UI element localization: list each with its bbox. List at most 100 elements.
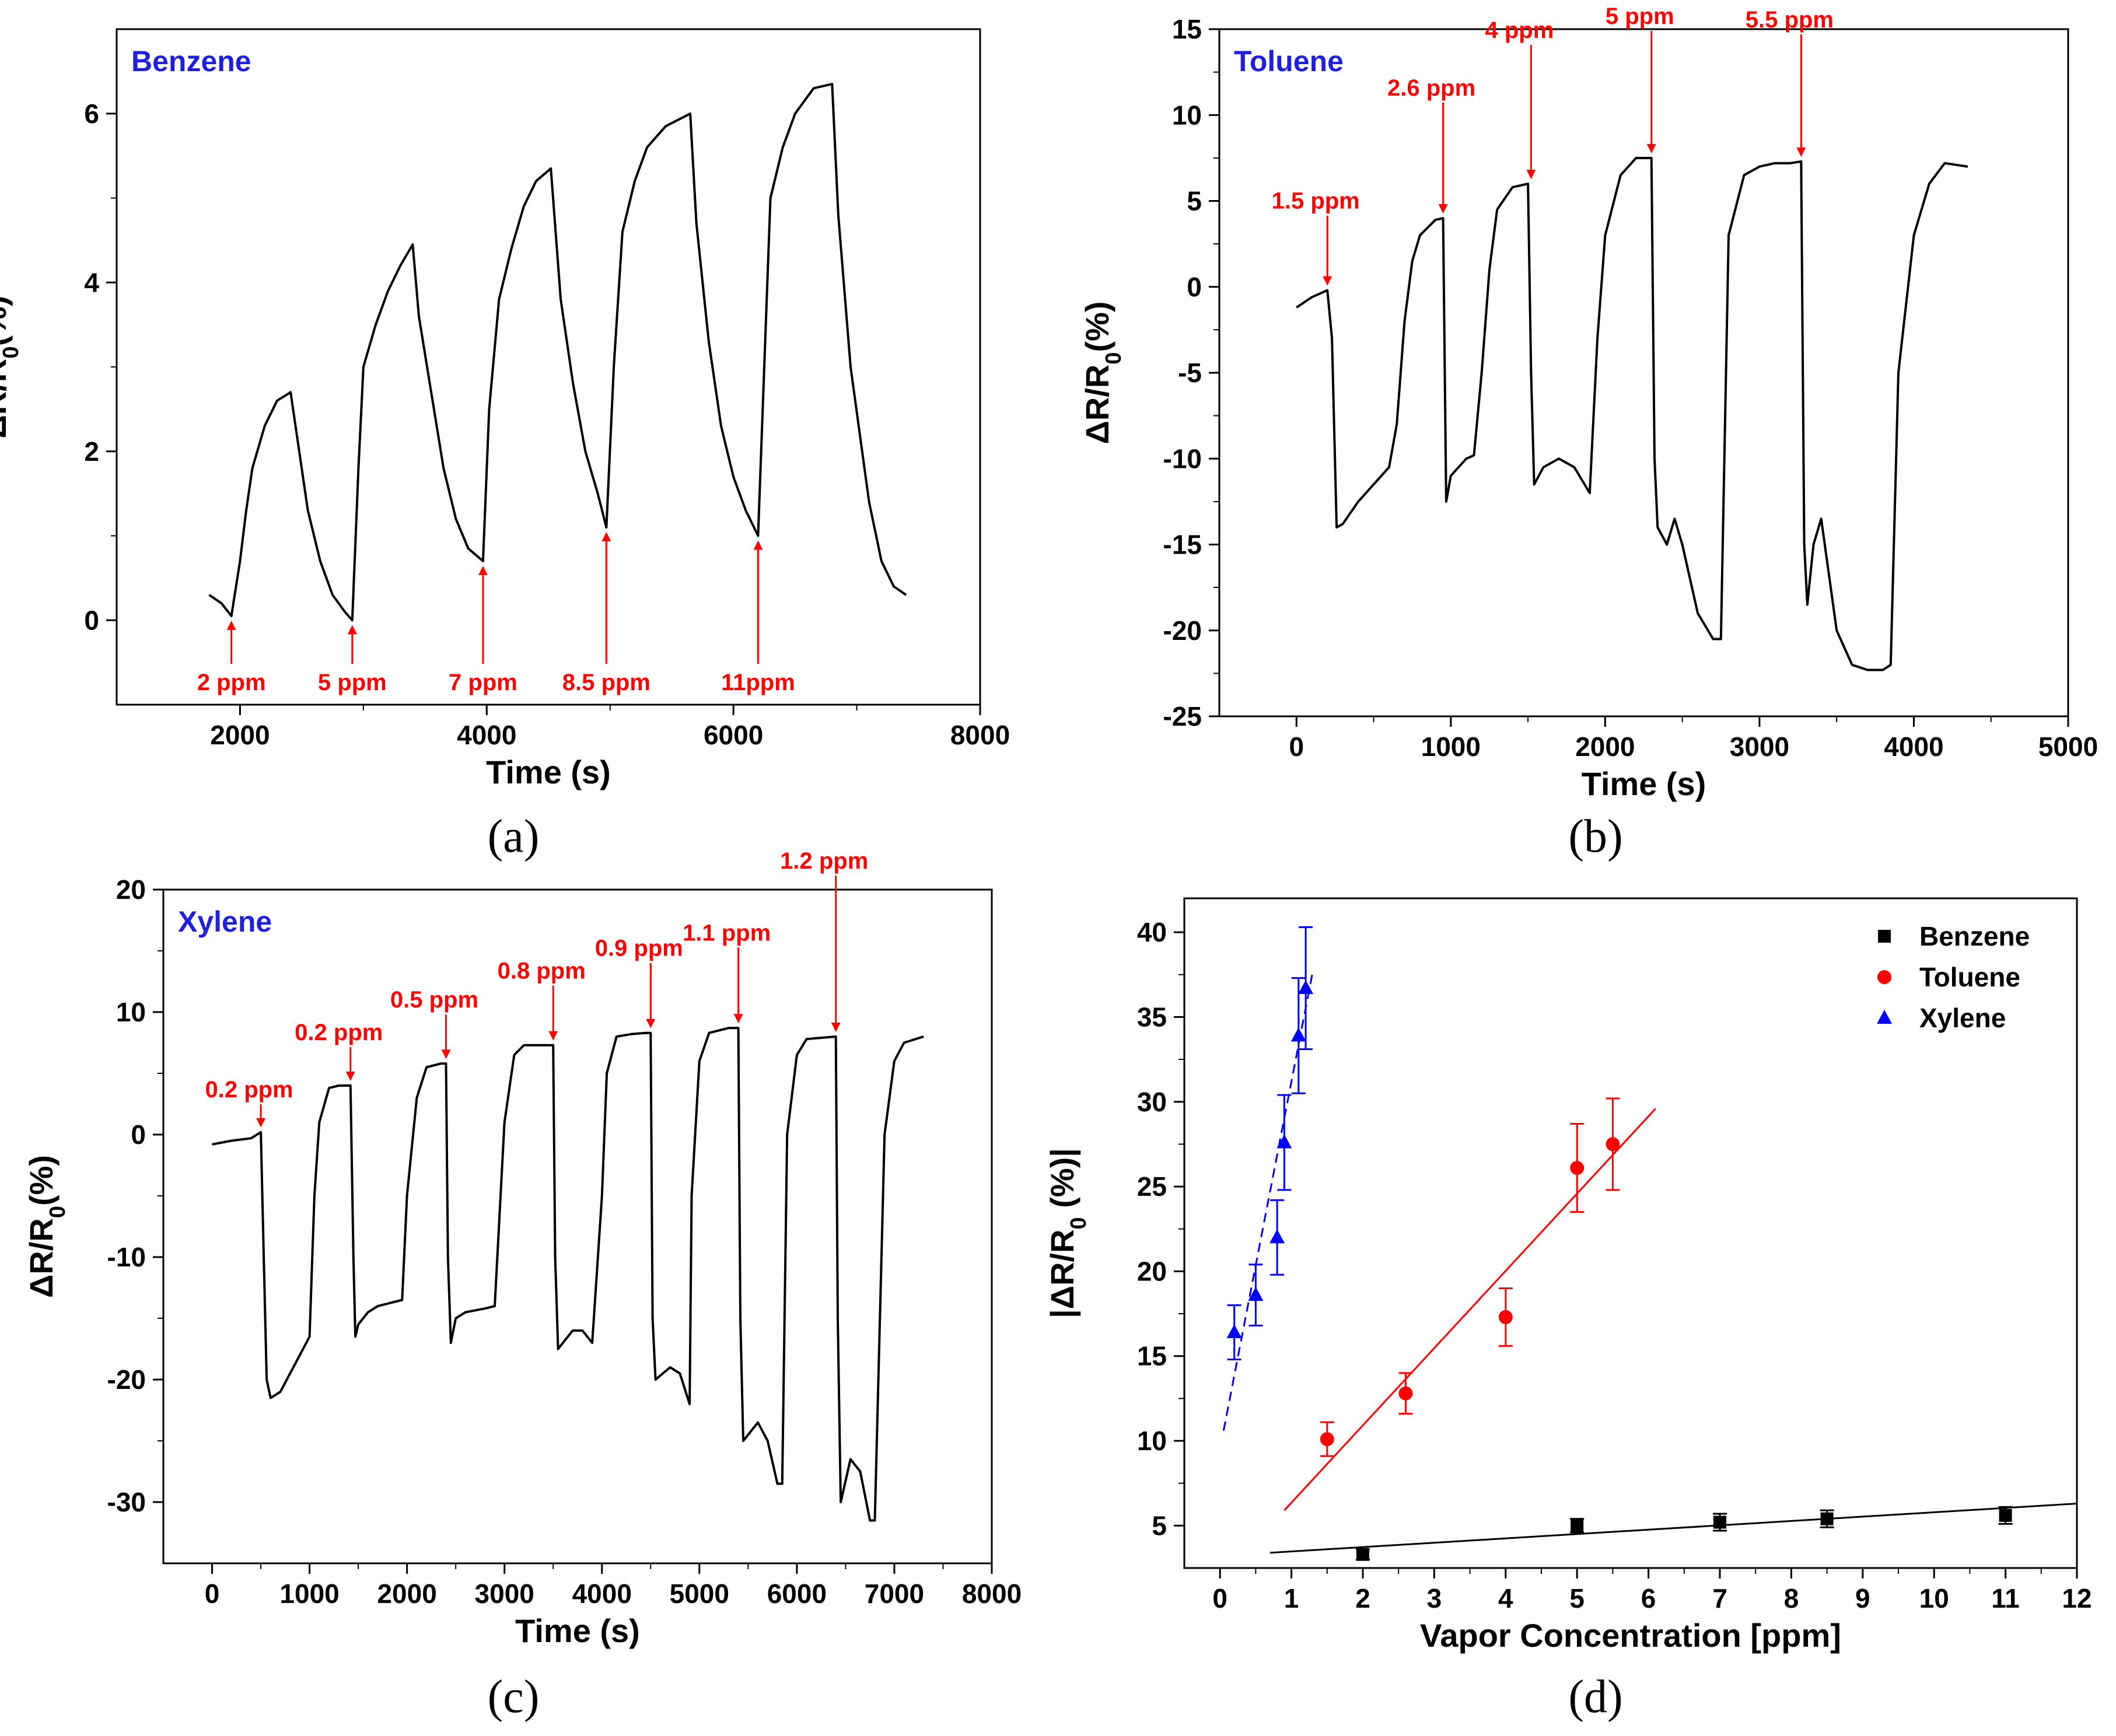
y-tick-label: 0	[84, 605, 99, 635]
annotation-arrow-head	[347, 625, 357, 635]
x-tick-label: 11	[1991, 1583, 2020, 1614]
y-axis-title-subscript: 0	[1066, 1217, 1091, 1229]
plot-frame	[162, 888, 993, 1564]
legend-label-xylene: Xylene	[1919, 1003, 2006, 1033]
data-point-circle	[1570, 1161, 1585, 1175]
annotation-label: 1.2 ppm	[780, 848, 868, 874]
data-point-circle	[1320, 1432, 1334, 1447]
legend-marker-circle	[1877, 970, 1891, 984]
annotation-label: 5.5 ppm	[1746, 7, 1834, 33]
y-tick-label: -10	[107, 1242, 146, 1272]
data-point-triangle	[1290, 1027, 1306, 1042]
chart-title: Toluene	[1234, 45, 1344, 78]
x-tick-label: 12	[2062, 1583, 2091, 1614]
y-axis-title: |ΔR/R0 (%)|	[1044, 1148, 1091, 1318]
y-tick-label: 10	[1172, 100, 1202, 130]
panel-c-xylene-chart: 0 1000 2000 3000 4000 5000 6000 7000 8000-30-20-…	[23, 848, 1022, 1649]
annotation-label: 7 ppm	[449, 670, 517, 695]
legend-marker-square	[1878, 930, 1891, 943]
response-curve	[208, 83, 907, 622]
annotation-arrow-head	[478, 565, 488, 575]
data-point-triangle	[1269, 1229, 1285, 1244]
data-point-square	[1713, 1516, 1726, 1529]
annotation-arrow-head	[548, 1031, 558, 1041]
x-tick-label: 4000	[1884, 732, 1943, 762]
data-point-triangle	[1226, 1324, 1242, 1339]
y-axis-title-base: ΔR/R	[0, 359, 13, 439]
annotation-label: 0.9 ppm	[595, 936, 683, 961]
chart-title: Xylene	[178, 905, 272, 938]
y-axis-title-unit: (%)	[0, 296, 13, 346]
annotation-arrow-head	[646, 1019, 656, 1028]
x-tick-label: 1000	[279, 1578, 339, 1609]
annotation-label: 5 ppm	[318, 670, 387, 695]
y-tick-label: 0	[1187, 272, 1202, 302]
annotation-arrow-head	[441, 1049, 451, 1059]
data-point-square	[1820, 1512, 1834, 1525]
x-tick-label: 0	[1212, 1583, 1227, 1614]
caption-d: (d)	[1568, 1671, 1622, 1723]
annotation-arrow-head	[1796, 147, 1806, 157]
x-tick-label: 3000	[1730, 732, 1789, 762]
data-point-square	[1356, 1548, 1369, 1561]
x-tick-label: 4000	[457, 720, 516, 750]
annotation-arrow-head	[831, 1023, 841, 1032]
x-tick-label: 5000	[2038, 732, 2098, 762]
x-axis-title: Time (s)	[486, 754, 611, 790]
caption-b: (b)	[1568, 811, 1622, 862]
y-axis-title-subscript: 0	[46, 1206, 70, 1218]
x-tick-label: 8000	[950, 720, 1010, 750]
annotation-arrow-head	[226, 621, 236, 631]
x-tick-label: 2000	[1575, 732, 1635, 762]
x-tick-label: 3000	[475, 1578, 534, 1609]
annotation-arrow-head	[1526, 170, 1536, 180]
annotation-label: 11ppm	[721, 670, 795, 695]
data-point-triangle	[1298, 980, 1314, 995]
legend-label-benzene: Benzene	[1919, 921, 2030, 951]
y-tick-label: 15	[1172, 14, 1202, 44]
annotation-label: 4 ppm	[1485, 18, 1554, 43]
x-tick-label: 4000	[572, 1578, 632, 1609]
annotation-arrow-head	[601, 532, 611, 542]
y-tick-label: 4	[84, 267, 99, 298]
y-tick-label: 0	[131, 1119, 146, 1150]
y-tick-label: -25	[1163, 701, 1202, 732]
x-tick-label: 1000	[1421, 732, 1481, 762]
y-axis-title-base: |ΔR/R	[1044, 1230, 1081, 1318]
data-point-square	[1571, 1519, 1584, 1532]
y-tick-label: -5	[1178, 358, 1202, 388]
y-tick-label: 6	[84, 99, 99, 129]
y-axis-title-unit: (%)	[23, 1155, 60, 1206]
x-axis-title: Time (s)	[1582, 765, 1706, 802]
x-tick-label: 3	[1427, 1583, 1442, 1614]
data-point-square	[1999, 1508, 2012, 1522]
x-tick-label: 8000	[962, 1578, 1022, 1609]
y-tick-label: 40	[1137, 917, 1167, 947]
data-point-triangle	[1248, 1287, 1264, 1301]
plot-frame	[1218, 28, 2069, 718]
data-point-circle	[1606, 1137, 1620, 1152]
annotation-label: 0.5 ppm	[390, 987, 478, 1013]
data-point-circle	[1498, 1310, 1513, 1324]
x-tick-label: 2	[1355, 1583, 1370, 1614]
y-tick-label: 5	[1187, 186, 1202, 216]
x-tick-label: 0	[1289, 732, 1304, 762]
y-axis-title-unit: (%)|	[1044, 1148, 1081, 1217]
x-tick-label: 5	[1569, 1583, 1585, 1614]
annotation-arrow-head	[1438, 204, 1448, 214]
x-tick-label: 7000	[865, 1578, 924, 1609]
annotation-label: 2 ppm	[197, 670, 266, 695]
x-axis-title: Vapor Concentration [ppm]	[1420, 1617, 1841, 1654]
response-curve	[1296, 156, 1968, 671]
x-tick-label: 7	[1712, 1583, 1727, 1614]
x-tick-label: 6000	[704, 720, 763, 750]
annotation-arrow-head	[753, 540, 763, 550]
x-tick-label: 2000	[377, 1578, 436, 1609]
y-tick-label: 5	[1152, 1510, 1167, 1541]
annotation-label: 8.5 ppm	[562, 670, 650, 695]
chart-title: Benzene	[131, 45, 251, 78]
response-curve	[212, 1027, 924, 1522]
x-axis-title: Time (s)	[515, 1612, 640, 1649]
legend-marker-triangle	[1877, 1010, 1892, 1024]
